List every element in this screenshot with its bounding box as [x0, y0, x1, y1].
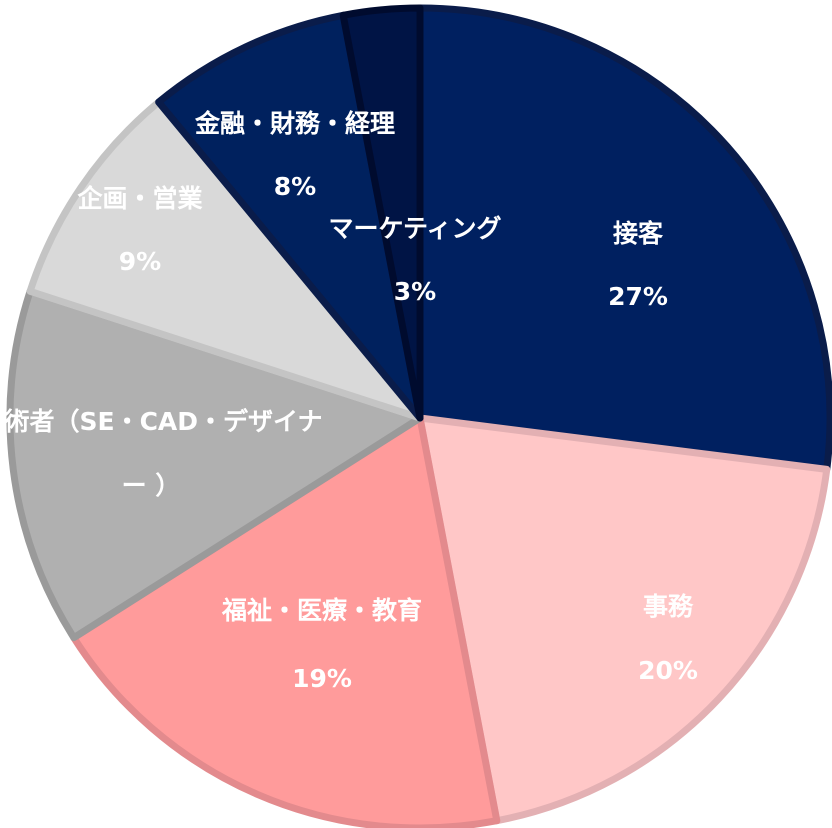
pie-slice: [26, 98, 424, 422]
pie-slice: [416, 414, 831, 825]
pie-slice: [155, 11, 424, 422]
slice-value-label: 27%: [608, 282, 668, 311]
slice-label-box: 技術者（SE・CAD・デザイナー ）: [0, 407, 323, 500]
slice-label: 技術者（SE・CAD・デザイナー ）: [0, 407, 323, 500]
slice-label: 福祉・医療・教育: [221, 596, 422, 625]
slice-value-label: 3%: [394, 277, 436, 306]
slice-label: マーケティング: [328, 214, 501, 243]
slice-value-label: 19%: [292, 664, 352, 693]
pie-slice: [416, 4, 832, 473]
slice-value-label: 8%: [274, 172, 316, 201]
slice-value-label: 9%: [119, 247, 161, 276]
slice-label: 企画・営業: [77, 184, 202, 213]
slice-value-label: 20%: [638, 656, 698, 685]
pie-slice: [6, 287, 424, 642]
slice-label: 事務: [643, 592, 694, 621]
pie-slice: [339, 4, 424, 422]
slice-label: 接客: [613, 219, 663, 248]
slice-label: 金融・財務・経理: [194, 109, 395, 138]
